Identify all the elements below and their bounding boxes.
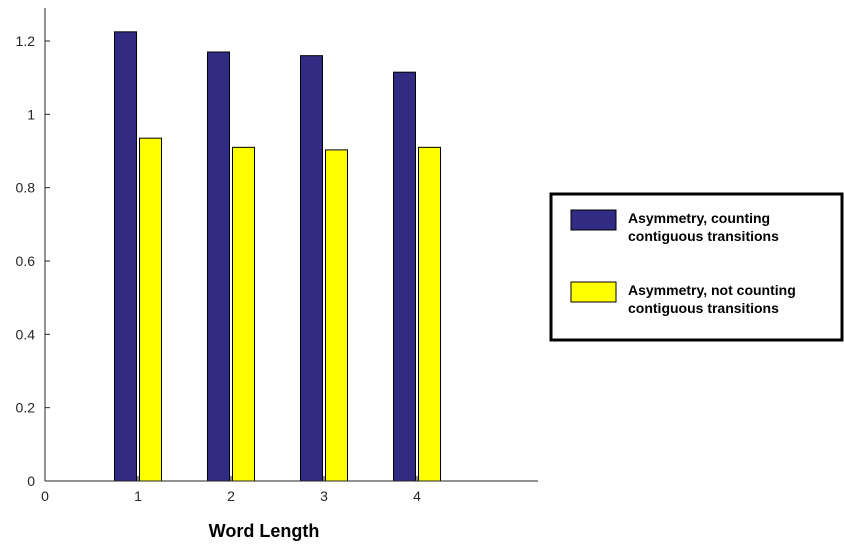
legend-label-counting: Asymmetry, counting: [628, 210, 770, 226]
x-tick-label: 3: [320, 488, 328, 504]
bar-counting-4: [393, 71, 416, 482]
y-tick-label: 1.2: [16, 33, 36, 49]
legend-swatch-counting: [570, 209, 617, 231]
bar-not-counting-1: [139, 137, 162, 482]
x-tick-label: 2: [227, 488, 235, 504]
bar-not-counting-4: [418, 146, 441, 482]
x-tick-label: 4: [413, 488, 421, 504]
y-tick-label: 0.8: [16, 180, 36, 196]
bar-not-counting-2: [232, 146, 255, 482]
bar-counting-1: [114, 31, 137, 482]
y-tick-label: 0.2: [16, 400, 36, 416]
legend: Asymmetry, counting contiguous transition…: [549, 192, 844, 342]
legend-label-not-counting: Asymmetry, not counting: [628, 282, 796, 298]
x-tick-label: 1: [134, 488, 142, 504]
y-tick-label: 0: [27, 473, 35, 489]
bar-counting-2: [207, 51, 230, 482]
bar-not-counting-3: [325, 149, 348, 482]
bars-group: [114, 31, 441, 482]
legend-label-counting: contiguous transitions: [628, 228, 779, 244]
legend-box: [549, 192, 844, 342]
axes-group: [44, 8, 538, 482]
legend-swatch-not-counting: [570, 281, 617, 303]
bar-counting-3: [300, 55, 323, 482]
x-ticks-group: 0 1 2 3 4: [41, 476, 421, 504]
x-tick-label: 0: [41, 488, 49, 504]
y-tick-label: 0.4: [16, 326, 36, 342]
x-axis-label: Word Length: [209, 521, 320, 541]
y-ticks-group: 0 0.2 0.4 0.6 0.8 1 1.2: [16, 33, 50, 489]
legend-label-not-counting: contiguous transitions: [628, 300, 779, 316]
y-tick-label: 0.6: [16, 253, 36, 269]
y-tick-label: 1: [27, 106, 35, 122]
